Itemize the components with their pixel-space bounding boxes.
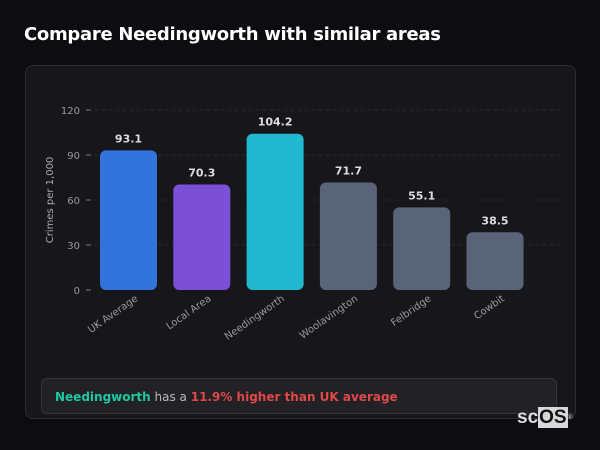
bar-felbridge [393,207,451,290]
y-tick-label: 0 [74,286,80,297]
summary-callout: Needingworth has a 11.9% higher than UK … [41,378,557,414]
bar-cowbit [466,232,524,290]
summary-comparison: 11.9% higher than UK average [190,390,398,404]
y-tick-label: 30 [67,241,80,252]
y-tick-label: 60 [67,196,80,207]
x-tick-label: UK Average [86,293,140,335]
data-label: 38.5 [481,214,508,227]
x-tick-label: Needingworth [223,293,287,342]
x-tick-label: Woolavington [298,293,360,341]
y-tick-label: 120 [61,106,80,117]
page-title: Compare Needingworth with similar areas [24,24,441,45]
x-tick-label: Felbridge [389,293,433,329]
data-label: 71.7 [335,164,362,177]
bar-local-area [173,184,231,290]
x-tick-label: Cowbit [472,293,506,322]
x-tick-label: Local Area [165,293,214,332]
summary-area: Needingworth [55,390,151,404]
y-axis-label: Crimes per 1,000 [45,157,56,244]
scos-logo: scOS® [517,407,573,428]
bar-needingworth [246,133,304,290]
bar-uk-average [100,150,157,290]
y-tick-label: 90 [67,151,80,162]
bar-woolavington [319,182,377,290]
data-label: 70.3 [188,167,215,180]
summary-middle: has a [154,390,187,404]
data-label: 104.2 [258,116,293,129]
data-label: 55.1 [408,189,435,202]
data-label: 93.1 [115,132,142,145]
